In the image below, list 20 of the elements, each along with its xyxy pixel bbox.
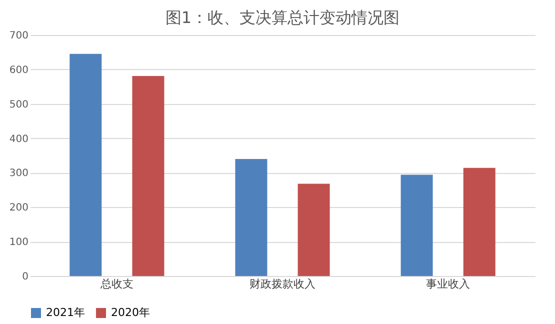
bar	[463, 168, 496, 276]
x-tick-label: 财政拨款收入	[250, 278, 316, 290]
bar	[298, 184, 330, 276]
x-tick-label: 总收支	[99, 278, 134, 290]
bar	[400, 174, 433, 276]
y-tick-label: 0	[22, 272, 28, 282]
y-tick-label: 700	[9, 30, 28, 42]
x-tick-label: 事业收入	[426, 278, 470, 290]
y-tick-label: 100	[9, 237, 28, 248]
legend-label: 2021年	[46, 306, 85, 319]
y-tick-label: 200	[9, 202, 28, 214]
y-tick-label: 300	[9, 168, 28, 180]
y-tick-label: 600	[9, 64, 28, 76]
legend-label: 2020年	[111, 306, 150, 319]
y-tick-label: 500	[9, 99, 28, 110]
bar	[70, 54, 102, 276]
bar	[132, 76, 164, 276]
chart-title: 图1：收、支决算总计变动情况图	[165, 8, 400, 27]
y-tick-label: 400	[9, 134, 28, 145]
bar	[235, 158, 268, 276]
